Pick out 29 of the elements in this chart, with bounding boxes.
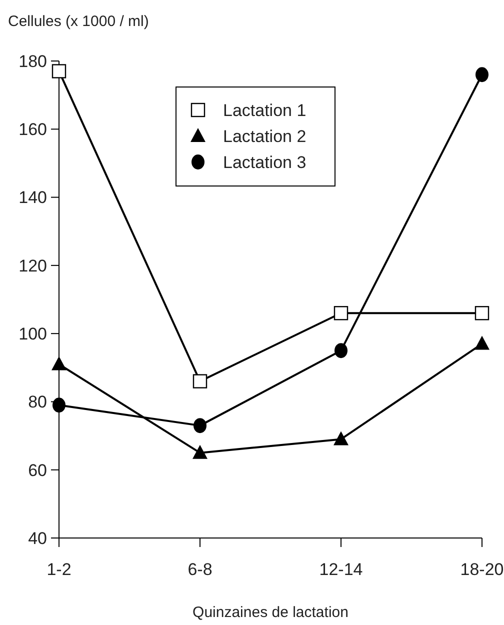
point xyxy=(52,398,66,413)
y-tick-label: 40 xyxy=(28,528,47,548)
x-tick-label: 6-8 xyxy=(188,560,212,579)
point xyxy=(194,418,206,434)
y-tick-label: 60 xyxy=(28,460,47,480)
point xyxy=(476,67,488,82)
point xyxy=(334,343,348,358)
point xyxy=(334,306,348,320)
point xyxy=(52,64,66,78)
y-tick-label: 140 xyxy=(18,188,47,208)
y-tick-label: 100 xyxy=(18,324,47,344)
legend-label: Lactation 2 xyxy=(223,126,306,146)
point xyxy=(192,444,208,459)
x-axis-title: Quinzaines de lactation xyxy=(192,604,348,621)
point xyxy=(474,336,490,350)
y-axis-title: Cellules (x 1000 / ml) xyxy=(8,13,149,30)
x-tick-label: 12-14 xyxy=(319,560,363,579)
y-tick-label: 80 xyxy=(28,392,47,412)
x-tick-label: 1-2 xyxy=(46,560,72,579)
legend-label: Lactation 1 xyxy=(223,100,306,120)
y-tick-label: 160 xyxy=(18,120,47,140)
point xyxy=(474,306,490,320)
y-tick-label: 180 xyxy=(18,52,47,71)
legend-label: Lactation 3 xyxy=(223,152,306,172)
point xyxy=(334,431,348,446)
point xyxy=(192,374,208,388)
x-tick-label: 18-20 xyxy=(460,560,504,579)
point xyxy=(52,356,66,370)
y-tick-label: 120 xyxy=(18,256,47,276)
